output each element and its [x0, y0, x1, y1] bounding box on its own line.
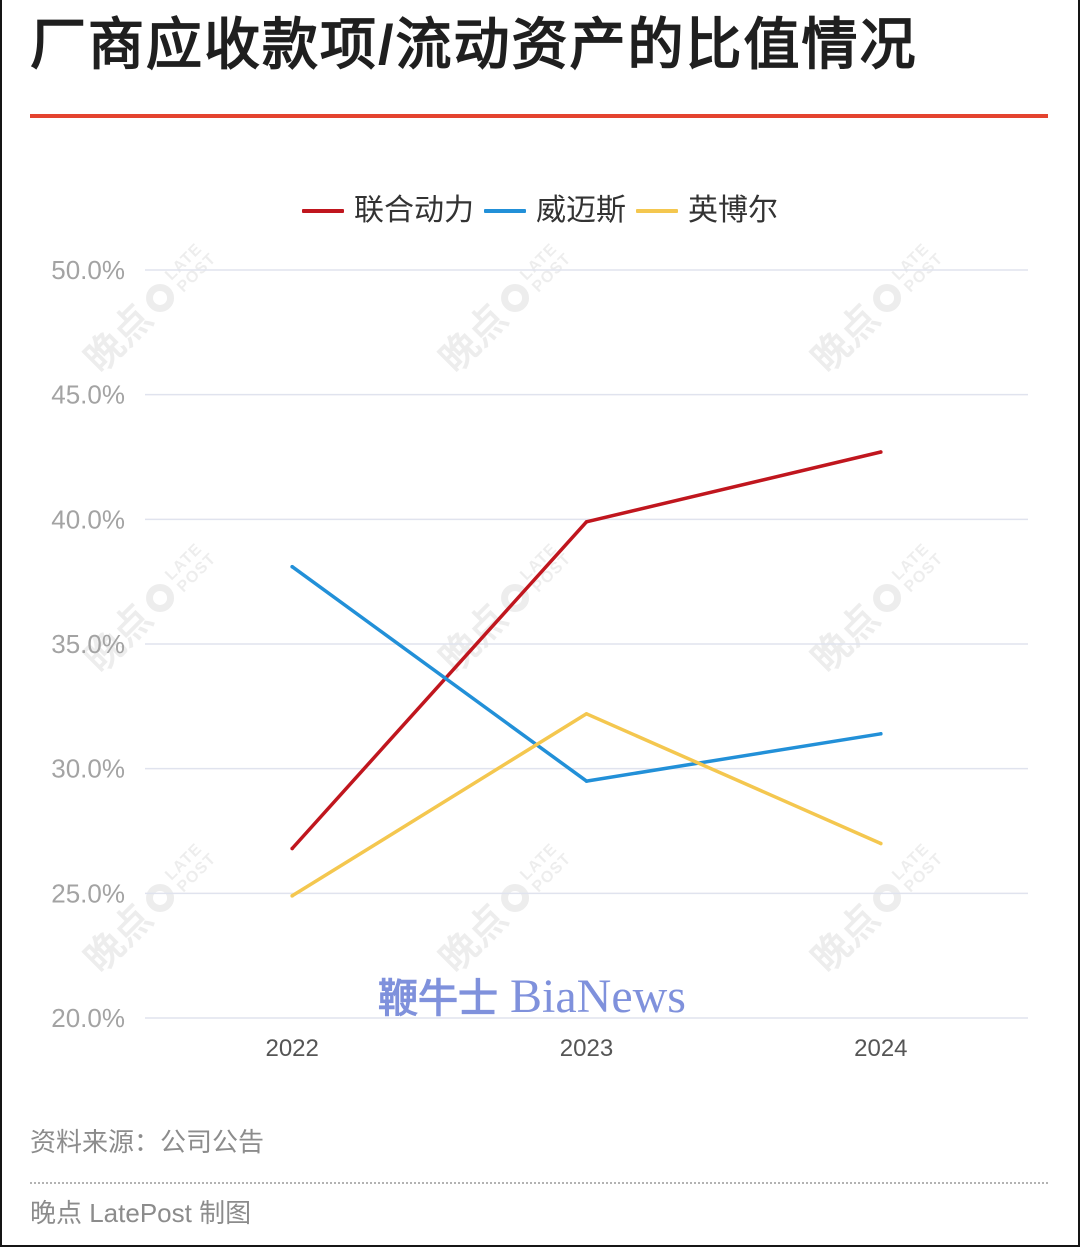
legend: 联合动力 威迈斯 英博尔	[0, 190, 1080, 232]
bianews-watermark: 鞭牛士 BiaNews	[378, 969, 686, 1025]
y-tick-label: 40.0%	[51, 504, 125, 534]
legend-label: 联合动力	[354, 194, 474, 227]
y-tick-label: 50.0%	[51, 255, 125, 285]
bianews-watermark-en: BiaNews	[510, 970, 686, 1023]
legend-item-series-2: 威迈斯	[484, 190, 626, 232]
legend-swatch	[302, 209, 344, 213]
data-point	[290, 564, 294, 569]
footer-divider	[30, 1182, 1048, 1184]
data-point	[290, 894, 294, 898]
legend-label: 英博尔	[688, 194, 778, 227]
series-line-1	[290, 450, 883, 851]
series-lines	[290, 450, 883, 898]
legend-item-series-1: 联合动力	[302, 190, 474, 232]
y-tick-label: 30.0%	[51, 754, 125, 784]
legend-item-series-3: 英博尔	[636, 190, 778, 232]
y-tick-label: 45.0%	[51, 380, 125, 410]
title-underline	[30, 114, 1048, 118]
data-point	[584, 779, 589, 783]
data-point	[584, 712, 589, 716]
data-point	[879, 841, 883, 846]
x-axis-tick-labels: 2022 2023 2024	[265, 1035, 907, 1062]
legend-label: 威迈斯	[536, 194, 626, 227]
legend-swatch	[636, 209, 678, 213]
x-tick-label: 2023	[560, 1035, 613, 1062]
chart-credit: 晚点 LatePost 制图	[30, 1198, 252, 1228]
data-point	[584, 520, 589, 524]
data-source-note: 资料来源：公司公告	[30, 1127, 265, 1157]
x-tick-label: 2024	[854, 1035, 907, 1062]
data-point	[290, 846, 294, 851]
data-point	[879, 450, 883, 454]
bianews-watermark-cn: 鞭牛士	[378, 976, 498, 1021]
y-tick-label: 20.0%	[51, 1003, 125, 1033]
chart-title: 厂商应收款项/流动资产的比值情况	[30, 13, 918, 76]
data-point	[879, 732, 883, 736]
legend-swatch	[484, 209, 526, 213]
series-line-3	[290, 712, 883, 898]
y-tick-label: 35.0%	[51, 629, 125, 659]
y-tick-label: 25.0%	[51, 878, 125, 908]
x-tick-label: 2022	[265, 1035, 318, 1062]
gridlines	[145, 269, 1028, 1019]
y-axis-tick-labels: 20.0% 25.0% 30.0% 35.0% 40.0% 45.0% 50.0%	[51, 255, 125, 1033]
